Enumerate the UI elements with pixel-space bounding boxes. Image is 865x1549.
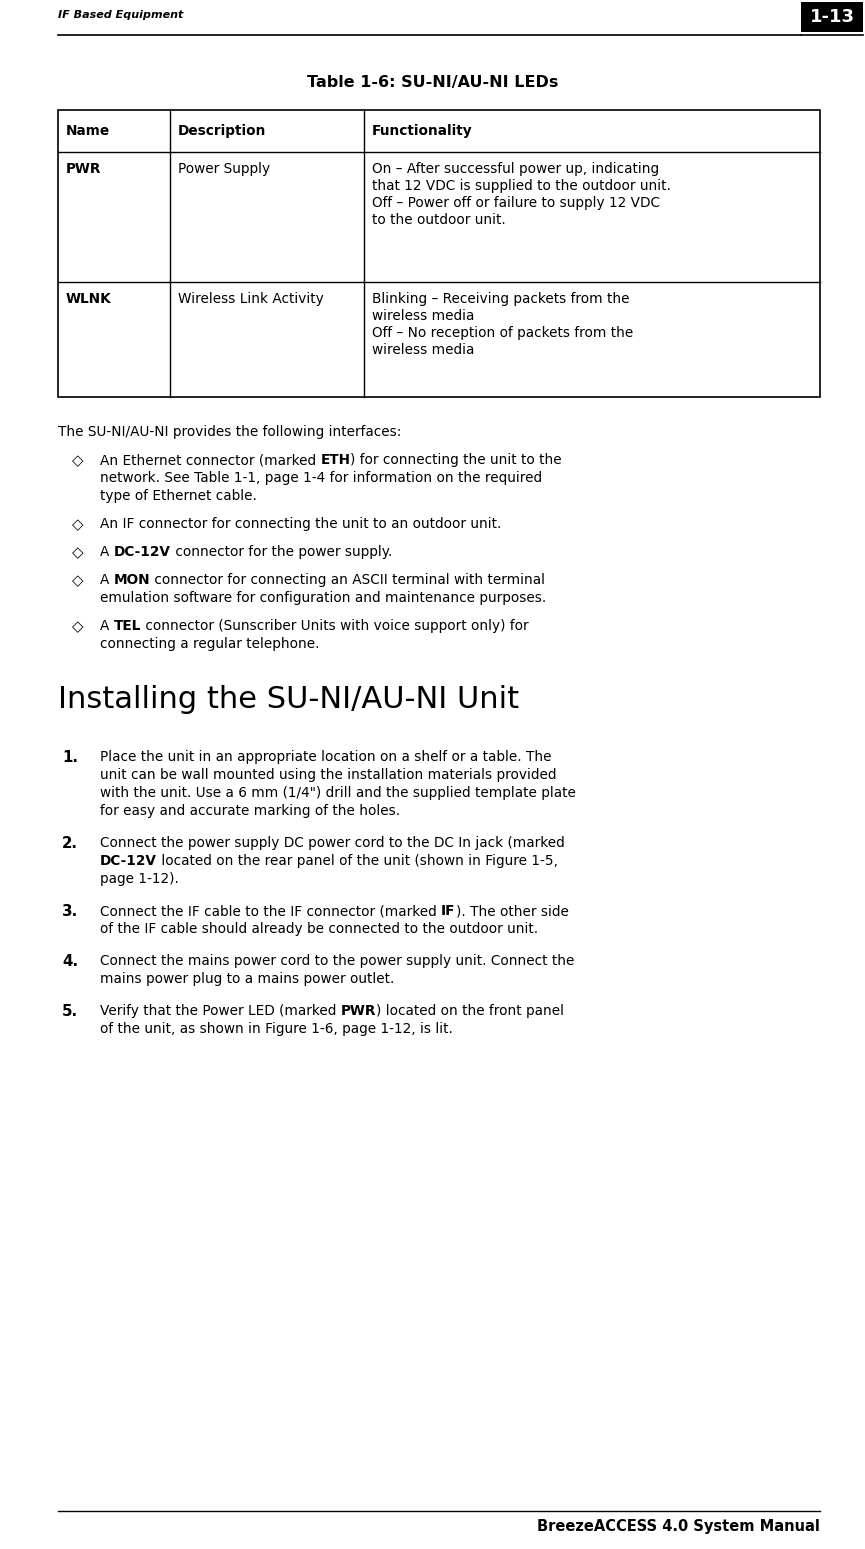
- Text: PWR: PWR: [66, 163, 101, 177]
- Text: located on the rear panel of the unit (shown in Figure 1-5,: located on the rear panel of the unit (s…: [157, 853, 558, 867]
- Text: emulation software for configuration and maintenance purposes.: emulation software for configuration and…: [100, 592, 547, 606]
- Text: Table 1-6: SU-NI/AU-NI LEDs: Table 1-6: SU-NI/AU-NI LEDs: [307, 74, 558, 90]
- Text: DC-12V: DC-12V: [100, 853, 157, 867]
- Text: that 12 VDC is supplied to the outdoor unit.: that 12 VDC is supplied to the outdoor u…: [372, 180, 671, 194]
- Text: Verify that the Power LED (marked: Verify that the Power LED (marked: [100, 1004, 341, 1018]
- Text: ◇: ◇: [73, 573, 84, 589]
- Text: page 1-12).: page 1-12).: [100, 872, 179, 886]
- Bar: [801, 2, 863, 33]
- Text: connector (Sunscriber Units with voice support only) for: connector (Sunscriber Units with voice s…: [141, 620, 529, 634]
- Text: MON: MON: [114, 573, 151, 587]
- Text: ). The other side: ). The other side: [456, 905, 568, 919]
- Text: connector for connecting an ASCII terminal with terminal: connector for connecting an ASCII termin…: [151, 573, 545, 587]
- Text: ◇: ◇: [73, 517, 84, 531]
- Text: IF Based Equipment: IF Based Equipment: [58, 9, 183, 20]
- Text: 1.: 1.: [62, 750, 78, 765]
- Text: On – After successful power up, indicating: On – After successful power up, indicati…: [372, 163, 659, 177]
- Text: Off – No reception of packets from the: Off – No reception of packets from the: [372, 325, 633, 339]
- Text: ) located on the front panel: ) located on the front panel: [376, 1004, 564, 1018]
- Text: DC-12V: DC-12V: [114, 545, 170, 559]
- Text: Place the unit in an appropriate location on a shelf or a table. The: Place the unit in an appropriate locatio…: [100, 750, 552, 764]
- Text: A: A: [100, 573, 114, 587]
- Text: of the unit, as shown in Figure 1-6, page 1-12, is lit.: of the unit, as shown in Figure 1-6, pag…: [100, 1022, 453, 1036]
- Text: 2.: 2.: [62, 836, 78, 850]
- Text: unit can be wall mounted using the installation materials provided: unit can be wall mounted using the insta…: [100, 768, 556, 782]
- Text: Power Supply: Power Supply: [178, 163, 270, 177]
- Text: A: A: [100, 620, 114, 634]
- Text: ETH: ETH: [321, 452, 350, 466]
- Text: Connect the IF cable to the IF connector (marked: Connect the IF cable to the IF connector…: [100, 905, 441, 919]
- Text: wireless media: wireless media: [372, 342, 474, 356]
- Text: ◇: ◇: [73, 545, 84, 561]
- Text: connector for the power supply.: connector for the power supply.: [170, 545, 392, 559]
- Text: Description: Description: [178, 124, 266, 138]
- Text: with the unit. Use a 6 mm (1/4") drill and the supplied template plate: with the unit. Use a 6 mm (1/4") drill a…: [100, 785, 576, 799]
- Text: Installing the SU-NI/AU-NI Unit: Installing the SU-NI/AU-NI Unit: [58, 685, 519, 714]
- Text: 4.: 4.: [62, 954, 78, 970]
- Text: An IF connector for connecting the unit to an outdoor unit.: An IF connector for connecting the unit …: [100, 517, 502, 531]
- Bar: [58, 110, 820, 397]
- Text: wireless media: wireless media: [372, 308, 474, 324]
- Text: type of Ethernet cable.: type of Ethernet cable.: [100, 489, 257, 503]
- Text: TEL: TEL: [114, 620, 141, 634]
- Text: for easy and accurate marking of the holes.: for easy and accurate marking of the hol…: [100, 804, 400, 818]
- Text: ) for connecting the unit to the: ) for connecting the unit to the: [350, 452, 562, 466]
- Text: PWR: PWR: [341, 1004, 376, 1018]
- Text: Connect the mains power cord to the power supply unit. Connect the: Connect the mains power cord to the powe…: [100, 954, 574, 968]
- Text: to the outdoor unit.: to the outdoor unit.: [372, 214, 506, 228]
- Text: ◇: ◇: [73, 620, 84, 634]
- Text: A: A: [100, 545, 114, 559]
- Text: mains power plug to a mains power outlet.: mains power plug to a mains power outlet…: [100, 973, 394, 987]
- Text: ◇: ◇: [73, 452, 84, 468]
- Text: of the IF cable should already be connected to the outdoor unit.: of the IF cable should already be connec…: [100, 922, 538, 936]
- Text: The SU-NI/AU-NI provides the following interfaces:: The SU-NI/AU-NI provides the following i…: [58, 424, 401, 438]
- Text: WLNK: WLNK: [66, 293, 112, 307]
- Text: 1-13: 1-13: [810, 8, 855, 26]
- Text: Name: Name: [66, 124, 110, 138]
- Text: Blinking – Receiving packets from the: Blinking – Receiving packets from the: [372, 293, 630, 307]
- Text: connecting a regular telephone.: connecting a regular telephone.: [100, 637, 319, 651]
- Text: An Ethernet connector (marked: An Ethernet connector (marked: [100, 452, 321, 466]
- Text: 3.: 3.: [62, 905, 78, 919]
- Text: 5.: 5.: [62, 1004, 78, 1019]
- Text: Wireless Link Activity: Wireless Link Activity: [178, 293, 324, 307]
- Text: network. See Table 1-1, page 1-4 for information on the required: network. See Table 1-1, page 1-4 for inf…: [100, 471, 542, 485]
- Text: Connect the power supply DC power cord to the DC In jack (marked: Connect the power supply DC power cord t…: [100, 836, 565, 850]
- Text: Functionality: Functionality: [372, 124, 472, 138]
- Text: IF: IF: [441, 905, 456, 919]
- Text: Off – Power off or failure to supply 12 VDC: Off – Power off or failure to supply 12 …: [372, 197, 660, 211]
- Text: BreezeACCESS 4.0 System Manual: BreezeACCESS 4.0 System Manual: [537, 1520, 820, 1534]
